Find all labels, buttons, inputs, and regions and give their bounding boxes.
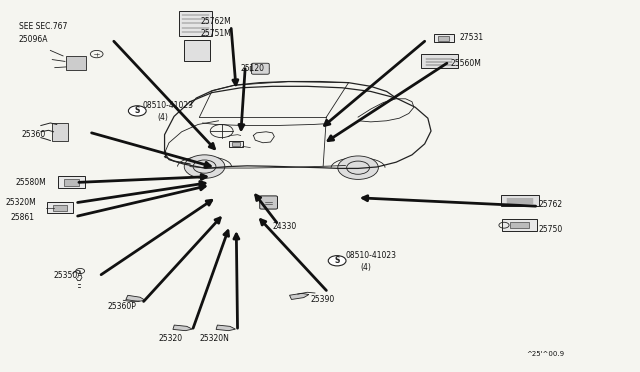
Polygon shape (58, 176, 84, 188)
Polygon shape (289, 294, 309, 299)
Circle shape (184, 155, 225, 178)
Text: 25096A: 25096A (19, 35, 48, 44)
Text: 25750: 25750 (539, 225, 563, 234)
Polygon shape (47, 202, 73, 214)
Polygon shape (502, 219, 538, 231)
Text: (4): (4) (360, 263, 371, 272)
FancyBboxPatch shape (260, 196, 278, 209)
Text: ^25'^00.9: ^25'^00.9 (526, 351, 564, 357)
Text: S: S (335, 256, 340, 265)
Circle shape (338, 156, 378, 179)
Text: 25320N: 25320N (200, 334, 229, 343)
FancyBboxPatch shape (501, 195, 539, 206)
Text: 08510-41023: 08510-41023 (346, 251, 396, 260)
Polygon shape (126, 295, 145, 301)
Text: 24330: 24330 (273, 222, 297, 231)
Polygon shape (52, 205, 67, 211)
Text: 25360P: 25360P (108, 302, 136, 311)
Circle shape (328, 256, 346, 266)
Polygon shape (229, 141, 243, 147)
Text: 25320M: 25320M (6, 198, 36, 207)
Polygon shape (250, 67, 269, 71)
FancyBboxPatch shape (184, 40, 211, 61)
FancyBboxPatch shape (65, 56, 86, 70)
FancyBboxPatch shape (179, 11, 212, 36)
FancyBboxPatch shape (52, 123, 68, 141)
Text: 25580M: 25580M (15, 178, 46, 187)
Polygon shape (64, 179, 79, 186)
Text: 25350A: 25350A (54, 271, 83, 280)
Polygon shape (433, 34, 454, 42)
Text: 25120: 25120 (241, 64, 265, 73)
Text: 08510-41023: 08510-41023 (142, 101, 193, 110)
Text: S: S (134, 106, 140, 115)
Text: 25751M: 25751M (201, 29, 232, 38)
FancyBboxPatch shape (421, 54, 458, 68)
Text: 25861: 25861 (10, 213, 35, 222)
Circle shape (129, 106, 146, 116)
Text: SEE SEC.767: SEE SEC.767 (19, 22, 67, 31)
Polygon shape (232, 142, 240, 146)
FancyBboxPatch shape (252, 63, 269, 74)
Polygon shape (438, 36, 449, 41)
Text: 25390: 25390 (310, 295, 335, 304)
Text: 25320: 25320 (158, 334, 182, 343)
Text: 25360: 25360 (22, 130, 46, 139)
Text: 27531: 27531 (460, 33, 484, 42)
Text: 25762M: 25762M (201, 17, 232, 26)
Polygon shape (173, 325, 193, 331)
Polygon shape (510, 222, 529, 228)
Text: 25560M: 25560M (450, 59, 481, 68)
Text: 25762: 25762 (539, 200, 563, 209)
Text: (4): (4) (157, 113, 168, 122)
Polygon shape (216, 325, 236, 331)
